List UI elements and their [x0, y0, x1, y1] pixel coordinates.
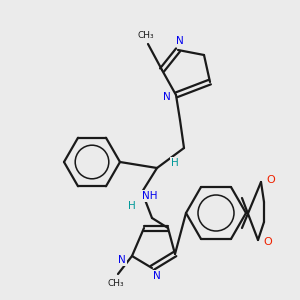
- Text: N: N: [118, 255, 126, 265]
- Text: H: H: [171, 158, 179, 168]
- Text: CH₃: CH₃: [138, 32, 154, 40]
- Text: H: H: [128, 201, 136, 211]
- Text: N: N: [176, 36, 184, 46]
- Text: CH₃: CH₃: [108, 280, 124, 289]
- Text: O: O: [267, 175, 275, 185]
- Text: NH: NH: [142, 191, 158, 201]
- Text: N: N: [153, 271, 161, 281]
- Text: N: N: [163, 92, 171, 102]
- Text: O: O: [264, 237, 272, 247]
